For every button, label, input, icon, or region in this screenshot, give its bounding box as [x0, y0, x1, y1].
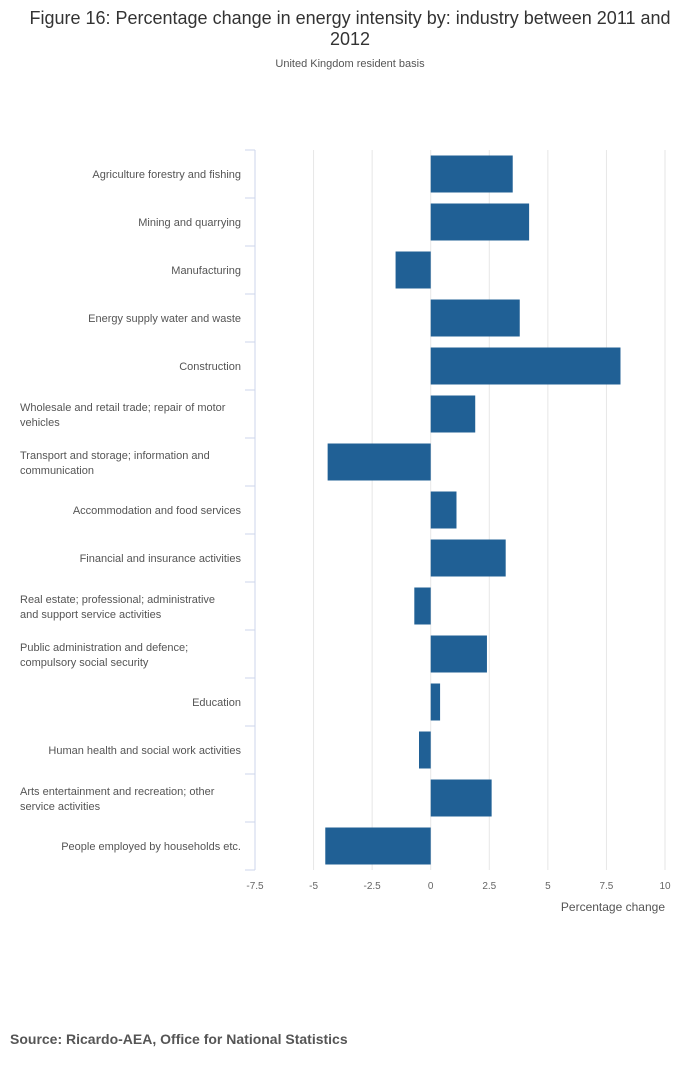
x-axis-title: Percentage change — [561, 900, 665, 914]
x-tick-label: -2.5 — [364, 881, 382, 892]
x-tick-label: 10 — [659, 881, 671, 892]
bar — [430, 347, 621, 385]
category-label: Construction — [179, 361, 241, 373]
category-label: Transport and storage; information and co… — [20, 450, 210, 477]
bar — [430, 635, 487, 673]
bar-chart: Agriculture forestry and fishing Mining a… — [20, 149, 671, 914]
category-label-line: communication — [20, 465, 94, 477]
category-label: Financial and insurance activities — [80, 553, 242, 565]
bar — [430, 491, 457, 529]
category-label: Mining and quarrying — [138, 217, 241, 229]
bar — [430, 539, 506, 577]
category-label: Wholesale and retail trade; repair of mo… — [20, 402, 226, 429]
x-tick-label: 2.5 — [482, 881, 496, 892]
bar — [414, 587, 431, 625]
x-tick-label: -5 — [309, 881, 318, 892]
category-label: Human health and social work activities — [48, 745, 241, 757]
bar — [430, 395, 476, 433]
category-label-line: Public administration and defence; — [20, 642, 188, 654]
bar — [325, 827, 431, 865]
category-label-line: Transport and storage; information and — [20, 450, 210, 462]
x-tick-label: -7.5 — [246, 881, 264, 892]
chart-subtitle: United Kingdom resident basis — [275, 58, 425, 70]
category-label-line: and support service activities — [20, 609, 162, 621]
category-label: Arts entertainment and recreation; other… — [20, 786, 215, 813]
bar — [419, 731, 431, 769]
category-label-line: service activities — [20, 801, 101, 813]
bar — [395, 251, 431, 289]
chart-title: Figure 16: Percentage change in energy i… — [29, 8, 671, 49]
category-label: Real estate; professional; administrativ… — [20, 594, 215, 621]
bar — [430, 203, 530, 241]
category-label: Education — [192, 697, 241, 709]
bar — [430, 683, 441, 721]
bar — [430, 779, 492, 817]
category-label: Public administration and defence; compul… — [20, 642, 188, 669]
category-label: Agriculture forestry and fishing — [92, 169, 241, 181]
category-label: Accommodation and food services — [73, 505, 242, 517]
bar — [430, 155, 513, 193]
x-tick-label: 5 — [545, 881, 551, 892]
category-label-line: Real estate; professional; administrativ… — [20, 594, 215, 606]
x-tick-label: 7.5 — [599, 881, 613, 892]
bar — [327, 443, 431, 481]
category-label-line: Arts entertainment and recreation; other — [20, 786, 215, 798]
category-label-line: Wholesale and retail trade; repair of mo… — [20, 402, 226, 414]
category-label-line: compulsory social security — [20, 657, 149, 669]
x-tick-label: 0 — [428, 881, 434, 892]
category-label: Energy supply water and waste — [88, 313, 241, 325]
source-note: Source: Ricardo-AEA, Office for National… — [10, 1031, 348, 1047]
bar — [430, 299, 520, 337]
category-label: Manufacturing — [171, 265, 241, 277]
category-label: People employed by households etc. — [61, 841, 241, 853]
category-label-line: vehicles — [20, 417, 60, 429]
